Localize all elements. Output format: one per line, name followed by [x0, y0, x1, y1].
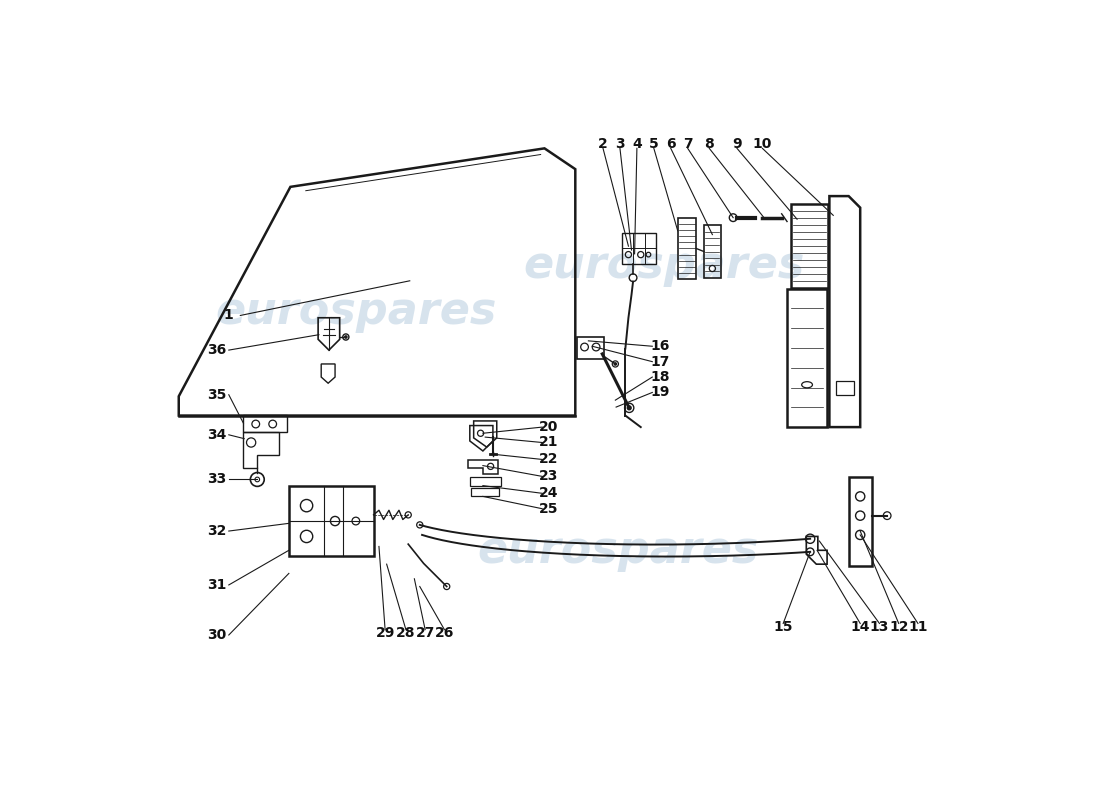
Text: 24: 24 — [539, 486, 558, 500]
Text: 36: 36 — [208, 343, 227, 357]
Text: 15: 15 — [773, 620, 793, 634]
Bar — [470, 477, 500, 486]
Text: 14: 14 — [850, 620, 870, 634]
Circle shape — [614, 363, 616, 365]
Circle shape — [627, 406, 631, 410]
Text: 21: 21 — [539, 435, 558, 450]
Text: 10: 10 — [752, 137, 772, 150]
Text: 35: 35 — [208, 388, 227, 402]
Bar — [849, 477, 871, 566]
Text: 32: 32 — [208, 524, 227, 538]
Bar — [472, 488, 499, 496]
Text: eurospares: eurospares — [477, 529, 758, 572]
Text: 19: 19 — [650, 386, 670, 399]
Text: 11: 11 — [909, 620, 927, 634]
Text: 29: 29 — [375, 626, 395, 641]
Bar — [704, 226, 720, 278]
Circle shape — [344, 336, 346, 338]
Text: 4: 4 — [632, 137, 641, 150]
Text: 27: 27 — [416, 626, 434, 641]
Text: eurospares: eurospares — [216, 290, 496, 333]
Text: 12: 12 — [889, 620, 909, 634]
Text: 8: 8 — [704, 137, 714, 150]
Text: 20: 20 — [539, 420, 558, 434]
Text: 1: 1 — [224, 309, 233, 322]
Bar — [836, 381, 854, 394]
Text: 3: 3 — [615, 137, 625, 150]
Bar — [791, 204, 828, 289]
Text: 6: 6 — [666, 137, 675, 150]
Text: eurospares: eurospares — [524, 244, 804, 287]
Text: 31: 31 — [208, 578, 227, 592]
Text: 30: 30 — [208, 628, 227, 642]
Text: 26: 26 — [434, 626, 454, 641]
Bar — [289, 486, 374, 556]
Bar — [623, 233, 656, 264]
Text: 25: 25 — [539, 502, 558, 516]
Text: 18: 18 — [650, 370, 670, 384]
Text: 13: 13 — [870, 620, 889, 634]
Text: 16: 16 — [650, 339, 670, 354]
Text: 22: 22 — [539, 453, 558, 466]
Bar — [243, 414, 286, 432]
Text: 28: 28 — [396, 626, 416, 641]
Text: 9: 9 — [733, 137, 741, 150]
Text: 34: 34 — [208, 428, 227, 442]
Text: 5: 5 — [649, 137, 659, 150]
Text: 7: 7 — [683, 137, 693, 150]
Text: 23: 23 — [539, 470, 558, 483]
Text: 2: 2 — [598, 137, 608, 150]
Bar — [678, 218, 696, 279]
Bar — [576, 337, 604, 358]
Text: 33: 33 — [208, 473, 227, 486]
Text: 17: 17 — [650, 354, 670, 369]
